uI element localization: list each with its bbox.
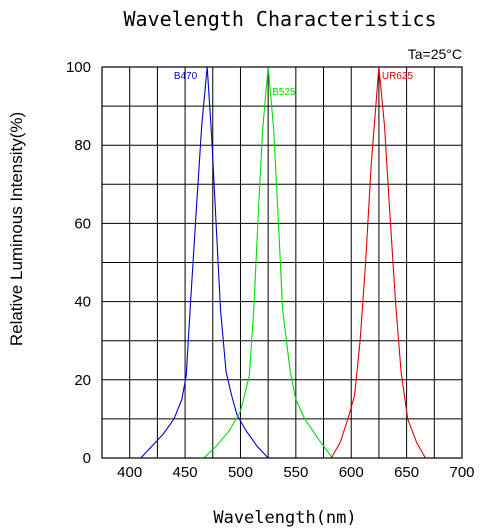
y-tick-label: 100 (66, 59, 91, 76)
y-tick-label: 40 (74, 294, 91, 311)
plot-frame (101, 66, 463, 459)
x-tick-label: 500 (228, 464, 253, 481)
series-label-b470: B470 (174, 71, 198, 82)
x-tick-label: 550 (283, 464, 308, 481)
tick-layer: 400 450 500 550 600 650 700 0 20 40 60 80 100 (66, 59, 475, 481)
temperature-annotation: Ta=25°C (408, 46, 462, 62)
x-tick-label: 700 (449, 464, 474, 481)
x-tick-label: 650 (394, 464, 419, 481)
y-tick-label: 80 (74, 137, 91, 154)
x-tick-label: 450 (173, 464, 198, 481)
y-tick-label: 0 (83, 450, 91, 467)
x-axis-label: Wavelength(nm) (213, 508, 356, 528)
x-tick-label: 600 (339, 464, 364, 481)
series-label-ur625: UR625 (382, 71, 414, 82)
series-label-b525: B525 (272, 87, 296, 98)
y-tick-label: 20 (74, 372, 91, 389)
grid-layer (102, 67, 462, 458)
x-tick-label: 400 (117, 464, 142, 481)
chart-title: Wavelength Characteristics (123, 7, 436, 31)
y-tick-label: 60 (74, 215, 91, 232)
y-axis-label: Relative Luminous Intensity(%) (7, 112, 26, 346)
